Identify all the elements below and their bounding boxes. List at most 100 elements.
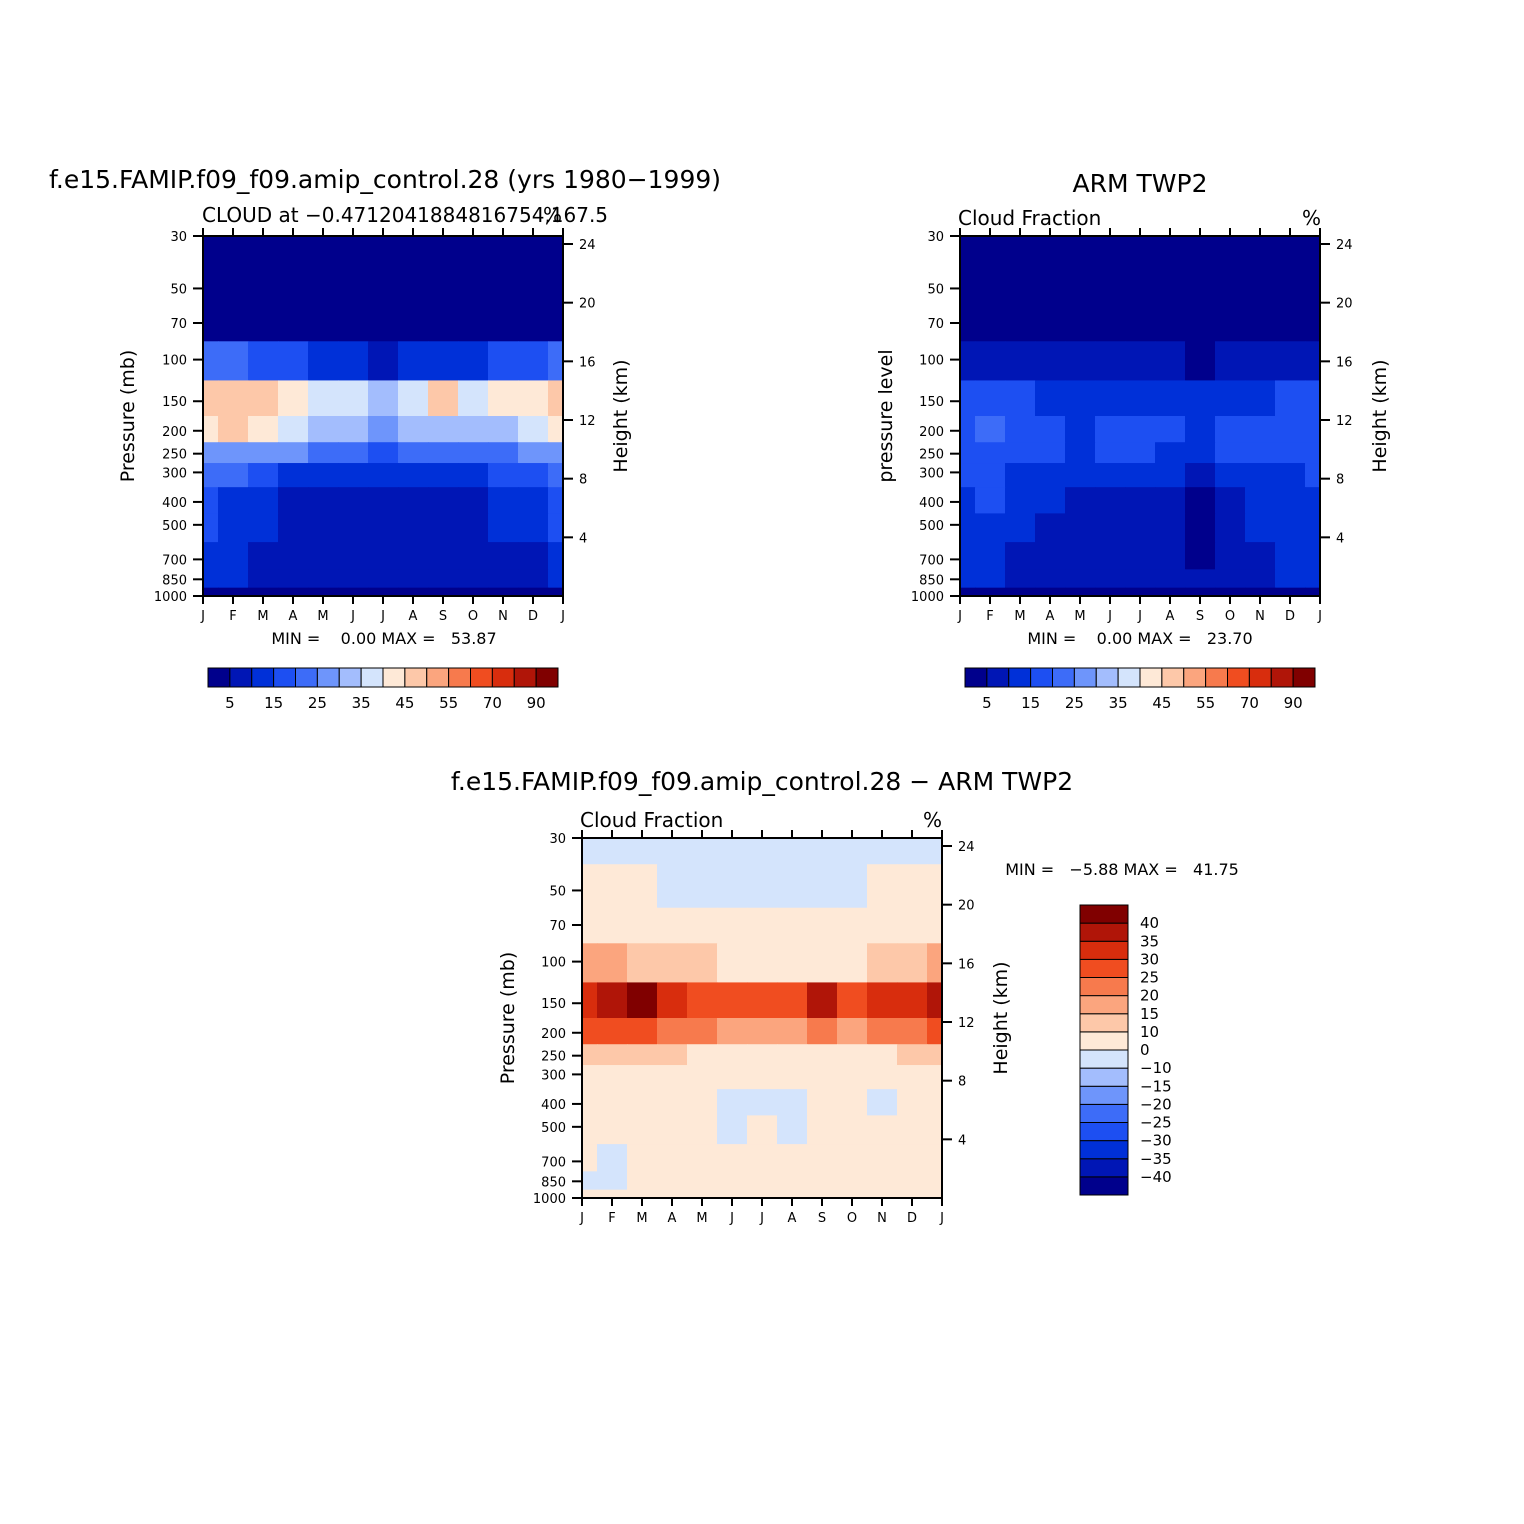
colorbar-box xyxy=(1079,1085,1129,1105)
y-tick-label: 70 xyxy=(927,317,944,332)
heatmap-cell xyxy=(1005,380,1036,417)
heatmap-cell xyxy=(1005,569,1036,589)
heatmap-cell xyxy=(1035,236,1066,263)
heatmap-cell xyxy=(837,1018,868,1045)
colorbar-label: −40 xyxy=(1140,1168,1172,1186)
heatmap-cell xyxy=(597,943,628,984)
heatmap-cell xyxy=(1185,587,1216,597)
heatmap-cell xyxy=(597,1115,628,1145)
y-right-tick-label: 8 xyxy=(958,1075,966,1090)
x-tick-label: M xyxy=(257,609,268,624)
heatmap-cell xyxy=(1185,305,1216,342)
colorbar-box xyxy=(491,667,515,688)
heatmap-cell xyxy=(428,236,459,263)
x-tick-label: D xyxy=(907,1211,917,1226)
heatmap-cell xyxy=(1005,341,1036,382)
heatmap-cell xyxy=(278,236,309,263)
heatmap-cell xyxy=(717,838,748,865)
heatmap-cell xyxy=(308,542,339,570)
heatmap-cell xyxy=(1065,587,1096,597)
panel-obs-plot: J F M A M J J A S O N D J 30 50 70 100 150 200 250 300 400 500… xyxy=(911,228,1353,624)
y-tick-label: 500 xyxy=(162,519,187,534)
heatmap-cell xyxy=(1095,262,1126,307)
heatmap-cell xyxy=(657,982,688,1019)
heatmap-cell xyxy=(960,587,976,597)
heatmap-cell xyxy=(278,542,309,570)
heatmap-cell xyxy=(398,463,429,488)
heatmap-cell xyxy=(458,380,489,417)
x-tick-label: J xyxy=(957,609,962,624)
colorbar-box xyxy=(986,667,1010,688)
colorbar-label: 45 xyxy=(1152,694,1171,712)
heatmap-cell xyxy=(398,487,429,514)
heatmap-cell xyxy=(308,569,339,589)
heatmap-cell xyxy=(1275,305,1306,342)
heatmap-cell xyxy=(488,341,519,382)
heatmap-cell xyxy=(488,442,519,464)
colorbar-label: 25 xyxy=(1140,969,1159,987)
heatmap-cell xyxy=(777,907,808,944)
heatmap-cell xyxy=(368,341,399,382)
heatmap-cell xyxy=(428,380,459,417)
y-tick-label: 200 xyxy=(541,1027,566,1042)
heatmap-cell xyxy=(248,463,279,488)
heatmap-cell xyxy=(203,463,219,488)
heatmap-cell xyxy=(777,1044,808,1066)
heatmap-cell xyxy=(897,1044,928,1066)
heatmap-cell xyxy=(518,236,549,263)
heatmap-cell xyxy=(867,943,898,984)
heatmap-cell xyxy=(1215,416,1246,443)
x-tick-label: N xyxy=(498,609,508,624)
heatmap-cell xyxy=(248,416,279,443)
panel-obs-ylabel: pressure level xyxy=(875,349,897,482)
heatmap-cell xyxy=(867,1144,898,1172)
heatmap-cell xyxy=(627,1044,658,1066)
colorbar-box xyxy=(1079,940,1129,960)
heatmap-cell xyxy=(1095,463,1126,488)
y-right-tick-label: 16 xyxy=(579,355,596,370)
heatmap-cell xyxy=(1095,416,1126,443)
panel-model: f.e15.FAMIP.f09_f09.amip_control.28 (yrs… xyxy=(49,165,721,712)
colorbar-box xyxy=(1079,1049,1129,1069)
heatmap-cell xyxy=(203,380,219,417)
heatmap-cell xyxy=(1125,341,1156,382)
heatmap-cell xyxy=(1275,569,1306,589)
heatmap-cell xyxy=(1125,587,1156,597)
heatmap-cell xyxy=(1305,542,1321,570)
colorbar-box xyxy=(1079,1103,1129,1123)
heatmap-cell xyxy=(717,1115,748,1145)
heatmap-cell xyxy=(867,1065,898,1090)
heatmap-cell xyxy=(627,943,658,984)
heatmap-cell xyxy=(1005,442,1036,464)
heatmap-cell xyxy=(927,943,943,984)
heatmap-cell xyxy=(1185,442,1216,464)
colorbar-box xyxy=(964,667,988,688)
colorbar-box xyxy=(338,667,362,688)
heatmap-cell xyxy=(975,587,1006,597)
heatmap-cell xyxy=(1005,463,1036,488)
heatmap-cell xyxy=(248,380,279,417)
heatmap-cell xyxy=(368,487,399,514)
heatmap-cell xyxy=(1125,487,1156,514)
heatmap-cell xyxy=(248,305,279,342)
panel-diff-plot: J F M A M J J A S O N D J 30 50 70 100 150 200 250 300 400 500… xyxy=(533,830,975,1226)
heatmap-cell xyxy=(777,1018,808,1045)
heatmap-cell xyxy=(428,569,459,589)
y-tick-label: 1000 xyxy=(154,590,187,605)
heatmap-cell xyxy=(218,513,249,543)
heatmap-cell xyxy=(1305,236,1321,263)
heatmap-cell xyxy=(428,305,459,342)
heatmap-cell xyxy=(687,838,718,865)
heatmap-cell xyxy=(218,569,249,589)
heatmap-cell xyxy=(657,1065,688,1090)
heatmap-cell xyxy=(777,864,808,909)
panel-obs-ylabel-right: Height (km) xyxy=(1369,359,1391,472)
colorbar-label: 10 xyxy=(1140,1023,1159,1041)
heatmap-cell xyxy=(1215,569,1246,589)
colorbar-box xyxy=(1052,667,1075,688)
y-tick-label: 30 xyxy=(549,832,566,847)
colorbar-box xyxy=(1139,667,1163,688)
heatmap-cell xyxy=(582,1171,598,1191)
heatmap-cell xyxy=(548,542,564,570)
heatmap-cell xyxy=(548,587,564,597)
